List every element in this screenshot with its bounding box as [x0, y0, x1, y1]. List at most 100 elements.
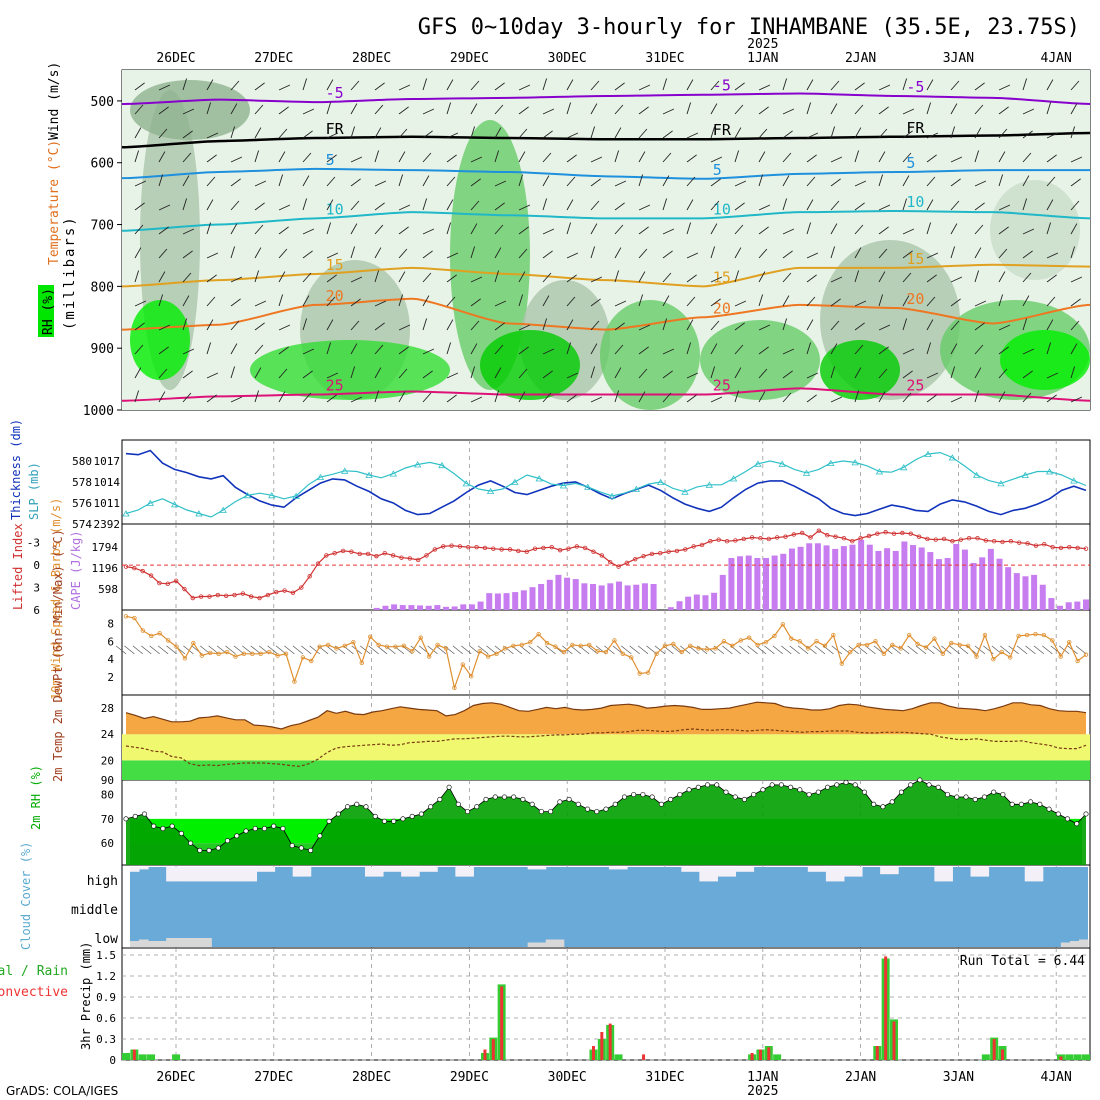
wind-barb — [158, 294, 164, 307]
rh-point — [612, 801, 618, 807]
slp-point — [462, 480, 470, 487]
wind-barb — [902, 108, 915, 115]
wind-speed-point — [763, 640, 769, 645]
cloud-low-cell — [202, 938, 212, 947]
cloud-low-cell — [536, 942, 547, 947]
wind-barb — [422, 175, 430, 187]
wind-speed-point — [1041, 632, 1047, 638]
wind-barb — [470, 80, 480, 91]
cape-bar — [875, 551, 882, 610]
wind-barb-10m — [983, 645, 994, 655]
lifted-index-point — [474, 544, 479, 550]
wind-speed-point — [325, 642, 331, 648]
cloud-high-gap — [292, 867, 303, 877]
wind-barb — [926, 79, 934, 91]
wind-barb — [470, 246, 476, 259]
wind-barb — [206, 79, 214, 91]
wind-speed-point — [1050, 638, 1055, 643]
lifted-index-point — [1000, 539, 1005, 545]
wind-barb — [566, 102, 572, 115]
rh-point — [926, 782, 932, 788]
wind-barb — [782, 78, 788, 91]
slp-tick-label: 1017 — [94, 455, 121, 468]
wind-barb-10m — [856, 645, 868, 655]
cloud-high-gap — [970, 867, 981, 877]
isotherm-label: 10 — [326, 200, 344, 218]
rh-point — [335, 811, 341, 817]
cloud-high-gap — [825, 867, 836, 882]
wind-barb — [998, 271, 1006, 283]
wind-barb — [1022, 175, 1030, 187]
wind-barb — [590, 80, 600, 91]
wind-barb — [902, 348, 915, 355]
cloud-low-cell — [545, 939, 556, 947]
wind-speed-line — [125, 615, 1087, 690]
wind-barb — [134, 180, 147, 187]
wind-barb — [1022, 250, 1033, 259]
wind-barb — [518, 84, 531, 91]
wind-speed-point — [275, 653, 280, 658]
wind-barb — [446, 252, 459, 259]
rh-point — [215, 845, 221, 851]
wind-barb — [614, 300, 627, 307]
wind-barb — [374, 390, 380, 403]
wind-speed-point — [426, 654, 432, 659]
wind-barb — [758, 324, 771, 331]
lifted-index-point — [582, 545, 588, 551]
cape-bar — [987, 548, 994, 610]
wind-barb — [902, 295, 910, 307]
wind-barb — [302, 272, 312, 283]
isotherm-label: 20 — [906, 290, 924, 308]
wind-barb — [758, 128, 768, 139]
slp-tick-label: 1014 — [94, 476, 121, 489]
wind-speed-point — [949, 640, 954, 646]
wind-barb — [710, 343, 718, 355]
wind-barb-10m — [789, 645, 800, 655]
isotherm-label: -5 — [713, 77, 731, 95]
wind-barb — [614, 270, 620, 283]
rh-point — [741, 796, 747, 802]
slp-point — [146, 499, 155, 506]
wind-barb-10m — [461, 645, 472, 655]
wind-barb — [470, 396, 483, 403]
lifted-index-point — [532, 546, 538, 551]
wind-barb — [662, 272, 672, 283]
cape-bar — [641, 583, 648, 610]
wind-barb — [950, 80, 960, 91]
wind-barb — [1046, 274, 1057, 283]
temp-axis-label: 2m Temp 2m DewPt (6hr Min/Max) (°C) — [51, 529, 65, 782]
rh-point — [1074, 821, 1080, 827]
wind-barb — [566, 296, 576, 307]
wind-barb — [134, 367, 142, 379]
wind-barb — [182, 108, 195, 115]
wind-barb — [230, 80, 240, 91]
rh-point — [557, 799, 563, 805]
slp-tick-label: 1011 — [94, 497, 121, 510]
wind-barb — [686, 274, 697, 283]
wind-barb — [494, 82, 505, 91]
cloud-high-gap — [265, 867, 276, 872]
rh-point — [437, 796, 443, 802]
wind-barb — [758, 84, 771, 91]
wind-barb — [806, 222, 812, 235]
wind-barb — [206, 252, 219, 259]
wind-barb — [1046, 342, 1052, 355]
wind-barb — [206, 319, 214, 331]
cape-bar — [546, 579, 553, 610]
wind-barb-10m — [309, 645, 320, 655]
wind-barb — [830, 223, 838, 235]
cloud-high-gap — [428, 867, 438, 872]
wind-barb-10m — [1016, 645, 1028, 655]
wind-barb — [254, 344, 264, 355]
wind-barb — [494, 300, 507, 307]
wind-barb — [974, 202, 985, 211]
wind-barb — [494, 202, 505, 211]
wind-speed-point — [1016, 633, 1021, 639]
wind-barb — [350, 80, 360, 91]
rh-point — [677, 792, 683, 798]
wind-barb — [566, 222, 572, 235]
wind-barb — [614, 150, 620, 163]
wind-barb-10m — [957, 645, 969, 655]
lifted-index-point — [749, 535, 755, 540]
cloud-high-gap — [609, 867, 619, 870]
